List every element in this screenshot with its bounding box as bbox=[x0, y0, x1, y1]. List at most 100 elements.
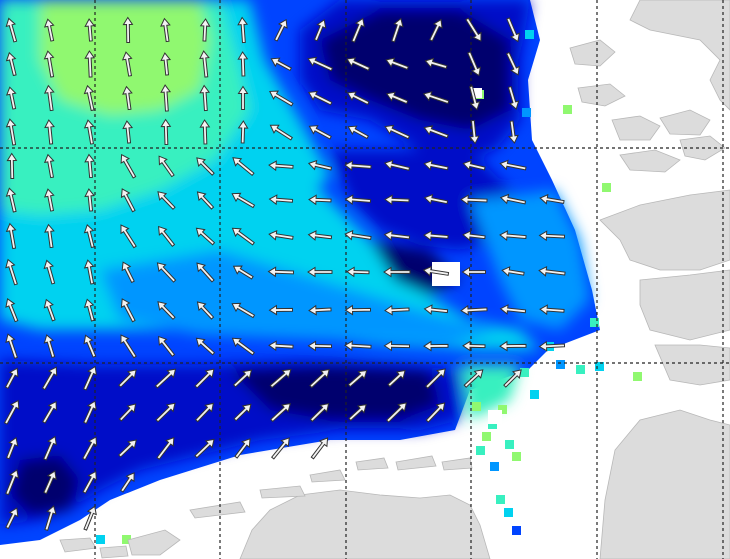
wind-arrow-icon bbox=[196, 301, 215, 320]
land-mass bbox=[441, 457, 473, 471]
land-mass bbox=[99, 545, 129, 559]
wind-arrow-icon bbox=[387, 369, 406, 388]
wind-arrow-icon bbox=[424, 57, 448, 70]
field-cell bbox=[96, 535, 105, 544]
wind-arrow-icon bbox=[44, 188, 55, 212]
wind-arrow-icon bbox=[423, 230, 449, 242]
wind-arrow-icon bbox=[508, 120, 519, 144]
wind-arrow-icon bbox=[83, 298, 95, 322]
wind-arrow-icon bbox=[384, 124, 411, 140]
wind-arrow-icon bbox=[232, 157, 255, 177]
wind-arrow-icon bbox=[199, 18, 211, 42]
wind-arrow-icon bbox=[43, 84, 55, 112]
wind-arrow-icon bbox=[462, 159, 486, 171]
field-patch bbox=[10, 455, 80, 515]
wind-arrow-icon bbox=[385, 402, 407, 423]
wind-arrow-icon bbox=[270, 402, 291, 423]
wind-arrow-icon bbox=[118, 369, 137, 388]
wind-arrow-icon bbox=[4, 367, 19, 390]
wind-arrow-icon bbox=[499, 304, 527, 315]
wind-arrow-icon bbox=[43, 470, 57, 495]
field-cell bbox=[496, 495, 505, 504]
wind-arrow-icon bbox=[460, 194, 488, 206]
wind-arrow-icon bbox=[308, 125, 332, 140]
wind-arrow-icon bbox=[83, 119, 95, 145]
wind-arrow-icon bbox=[157, 191, 176, 210]
wind-arrow-icon bbox=[506, 17, 520, 43]
wind-arrow-icon bbox=[309, 402, 330, 423]
land-mass bbox=[577, 83, 626, 107]
field-gradient bbox=[0, 0, 590, 525]
wind-arrow-icon bbox=[460, 304, 488, 316]
wind-arrow-icon bbox=[346, 57, 371, 71]
wind-arrow-icon bbox=[6, 152, 18, 180]
wind-arrow-icon bbox=[232, 369, 253, 388]
wind-arrow-icon bbox=[122, 120, 134, 144]
wind-arrow-icon bbox=[499, 340, 527, 352]
wind-arrow-icon bbox=[348, 403, 367, 422]
wind-arrow-icon bbox=[237, 120, 249, 144]
land-mass bbox=[259, 485, 306, 499]
wind-arrow-icon bbox=[84, 50, 96, 78]
wind-arrow-icon bbox=[5, 258, 18, 286]
wind-arrow-icon bbox=[267, 266, 295, 278]
wind-arrow-icon bbox=[384, 304, 410, 316]
wind-arrow-icon bbox=[42, 400, 57, 424]
wind-arrow-icon bbox=[237, 85, 249, 111]
field-cell bbox=[525, 30, 534, 39]
field-cell bbox=[556, 360, 565, 369]
land-layer bbox=[59, 0, 730, 559]
wind-arrow-icon bbox=[499, 193, 527, 205]
wind-arrow-icon bbox=[43, 153, 55, 179]
wind-arrow-icon bbox=[469, 119, 480, 145]
field-cell bbox=[595, 362, 604, 371]
wind-arrow-icon bbox=[307, 56, 334, 72]
wind-arrow-icon bbox=[196, 262, 215, 283]
field-cell bbox=[490, 462, 499, 471]
wind-arrow-icon bbox=[465, 17, 482, 42]
wind-arrow-icon bbox=[82, 470, 97, 494]
land-mass bbox=[309, 469, 346, 483]
wind-arrow-icon bbox=[5, 436, 19, 460]
wind-arrow-icon bbox=[344, 194, 372, 206]
wind-arrow-icon bbox=[469, 85, 481, 111]
wind-arrow-icon bbox=[423, 125, 449, 139]
wind-arrow-icon bbox=[5, 507, 19, 530]
wind-arrow-icon bbox=[385, 57, 409, 71]
wind-arrow-icon bbox=[156, 262, 177, 283]
wind-arrow-icon bbox=[199, 50, 210, 78]
land-mass bbox=[127, 529, 181, 556]
field-patch bbox=[330, 150, 520, 250]
wind-arrow-icon bbox=[307, 340, 333, 352]
wind-arrow-icon bbox=[41, 366, 58, 391]
wind-arrow-icon bbox=[5, 86, 17, 110]
wind-arrow-icon bbox=[231, 302, 256, 319]
wind-arrow-icon bbox=[155, 402, 176, 423]
wind-arrow-icon bbox=[425, 402, 446, 423]
wind-arrow-icon bbox=[43, 334, 56, 359]
wind-arrow-icon bbox=[120, 153, 137, 179]
wind-arrow-icon bbox=[158, 335, 176, 357]
wind-arrow-icon bbox=[307, 230, 333, 241]
wind-speed-field bbox=[0, 0, 642, 554]
wind-arrow-icon bbox=[539, 304, 565, 316]
wind-arrow-icon bbox=[154, 368, 177, 389]
wind-arrow-icon bbox=[5, 51, 17, 77]
wind-arrow-icon bbox=[425, 368, 446, 389]
wind-arrow-icon bbox=[344, 340, 372, 352]
field-cell bbox=[602, 183, 611, 192]
no-data-cell bbox=[472, 88, 482, 98]
wind-arrow-icon bbox=[5, 333, 18, 359]
wind-arrow-icon bbox=[231, 227, 255, 246]
wind-arrow-icon bbox=[160, 84, 172, 112]
wind-arrow-icon bbox=[43, 50, 55, 78]
land-mass bbox=[659, 109, 711, 136]
wind-arrow-icon bbox=[346, 91, 370, 106]
wind-arrow-icon bbox=[118, 439, 137, 458]
wind-arrow-icon bbox=[507, 85, 520, 110]
field-cell bbox=[520, 368, 529, 377]
wind-arrow-icon bbox=[268, 229, 294, 241]
wind-arrow-icon bbox=[461, 266, 487, 278]
wind-arrow-icon bbox=[83, 400, 97, 425]
